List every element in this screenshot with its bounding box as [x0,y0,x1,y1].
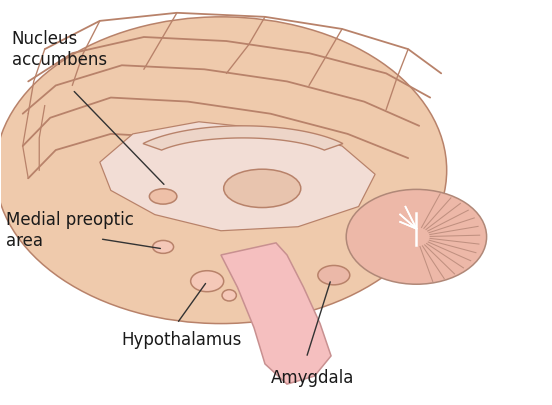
Text: Hypothalamus: Hypothalamus [122,331,242,349]
Ellipse shape [0,17,447,324]
Polygon shape [100,122,375,231]
Ellipse shape [318,265,350,285]
Ellipse shape [222,290,236,301]
Text: Amygdala: Amygdala [270,369,354,387]
Polygon shape [143,126,343,150]
Ellipse shape [153,241,173,254]
Ellipse shape [346,190,487,284]
Text: Nucleus
accumbens: Nucleus accumbens [12,30,107,68]
Ellipse shape [224,169,301,207]
Polygon shape [221,243,331,384]
Ellipse shape [150,189,177,204]
Text: Medial preoptic
area: Medial preoptic area [6,211,134,250]
Ellipse shape [190,271,224,292]
